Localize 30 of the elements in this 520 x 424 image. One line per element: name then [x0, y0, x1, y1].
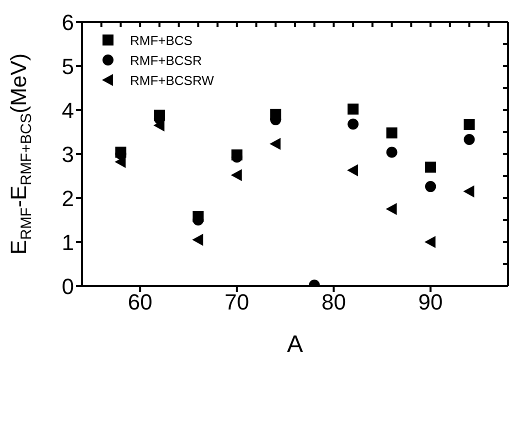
point	[270, 138, 281, 150]
point	[464, 134, 475, 145]
legend-label: RMF+BCSRW	[130, 72, 214, 88]
point	[463, 185, 474, 198]
y-tick-label: 4	[62, 98, 74, 123]
x-tick-label: 60	[128, 290, 152, 315]
point	[424, 236, 436, 248]
point	[230, 169, 242, 182]
x-tick-label: 90	[418, 290, 443, 315]
point	[464, 119, 475, 130]
point	[386, 127, 398, 138]
point	[347, 164, 358, 176]
legend-label: RMF+BCSR	[130, 52, 202, 68]
point	[386, 146, 398, 158]
x-tick-label: 70	[224, 290, 250, 315]
point	[192, 234, 204, 246]
y-tick-label: 1	[62, 230, 74, 255]
x-tick-label: 80	[321, 290, 346, 315]
x-axis-title: A	[286, 331, 304, 358]
point	[425, 162, 436, 173]
point	[348, 118, 359, 130]
point	[425, 181, 436, 192]
point	[386, 202, 397, 216]
y-tick-label: 6	[62, 10, 74, 35]
legend-label: RMF+BCS	[130, 32, 192, 48]
y-tick-label: 2	[62, 186, 74, 211]
y-tick-label: 3	[62, 142, 74, 167]
point	[348, 104, 359, 115]
y-tick-label: 0	[62, 274, 74, 299]
y-tick-label: 5	[62, 54, 74, 79]
